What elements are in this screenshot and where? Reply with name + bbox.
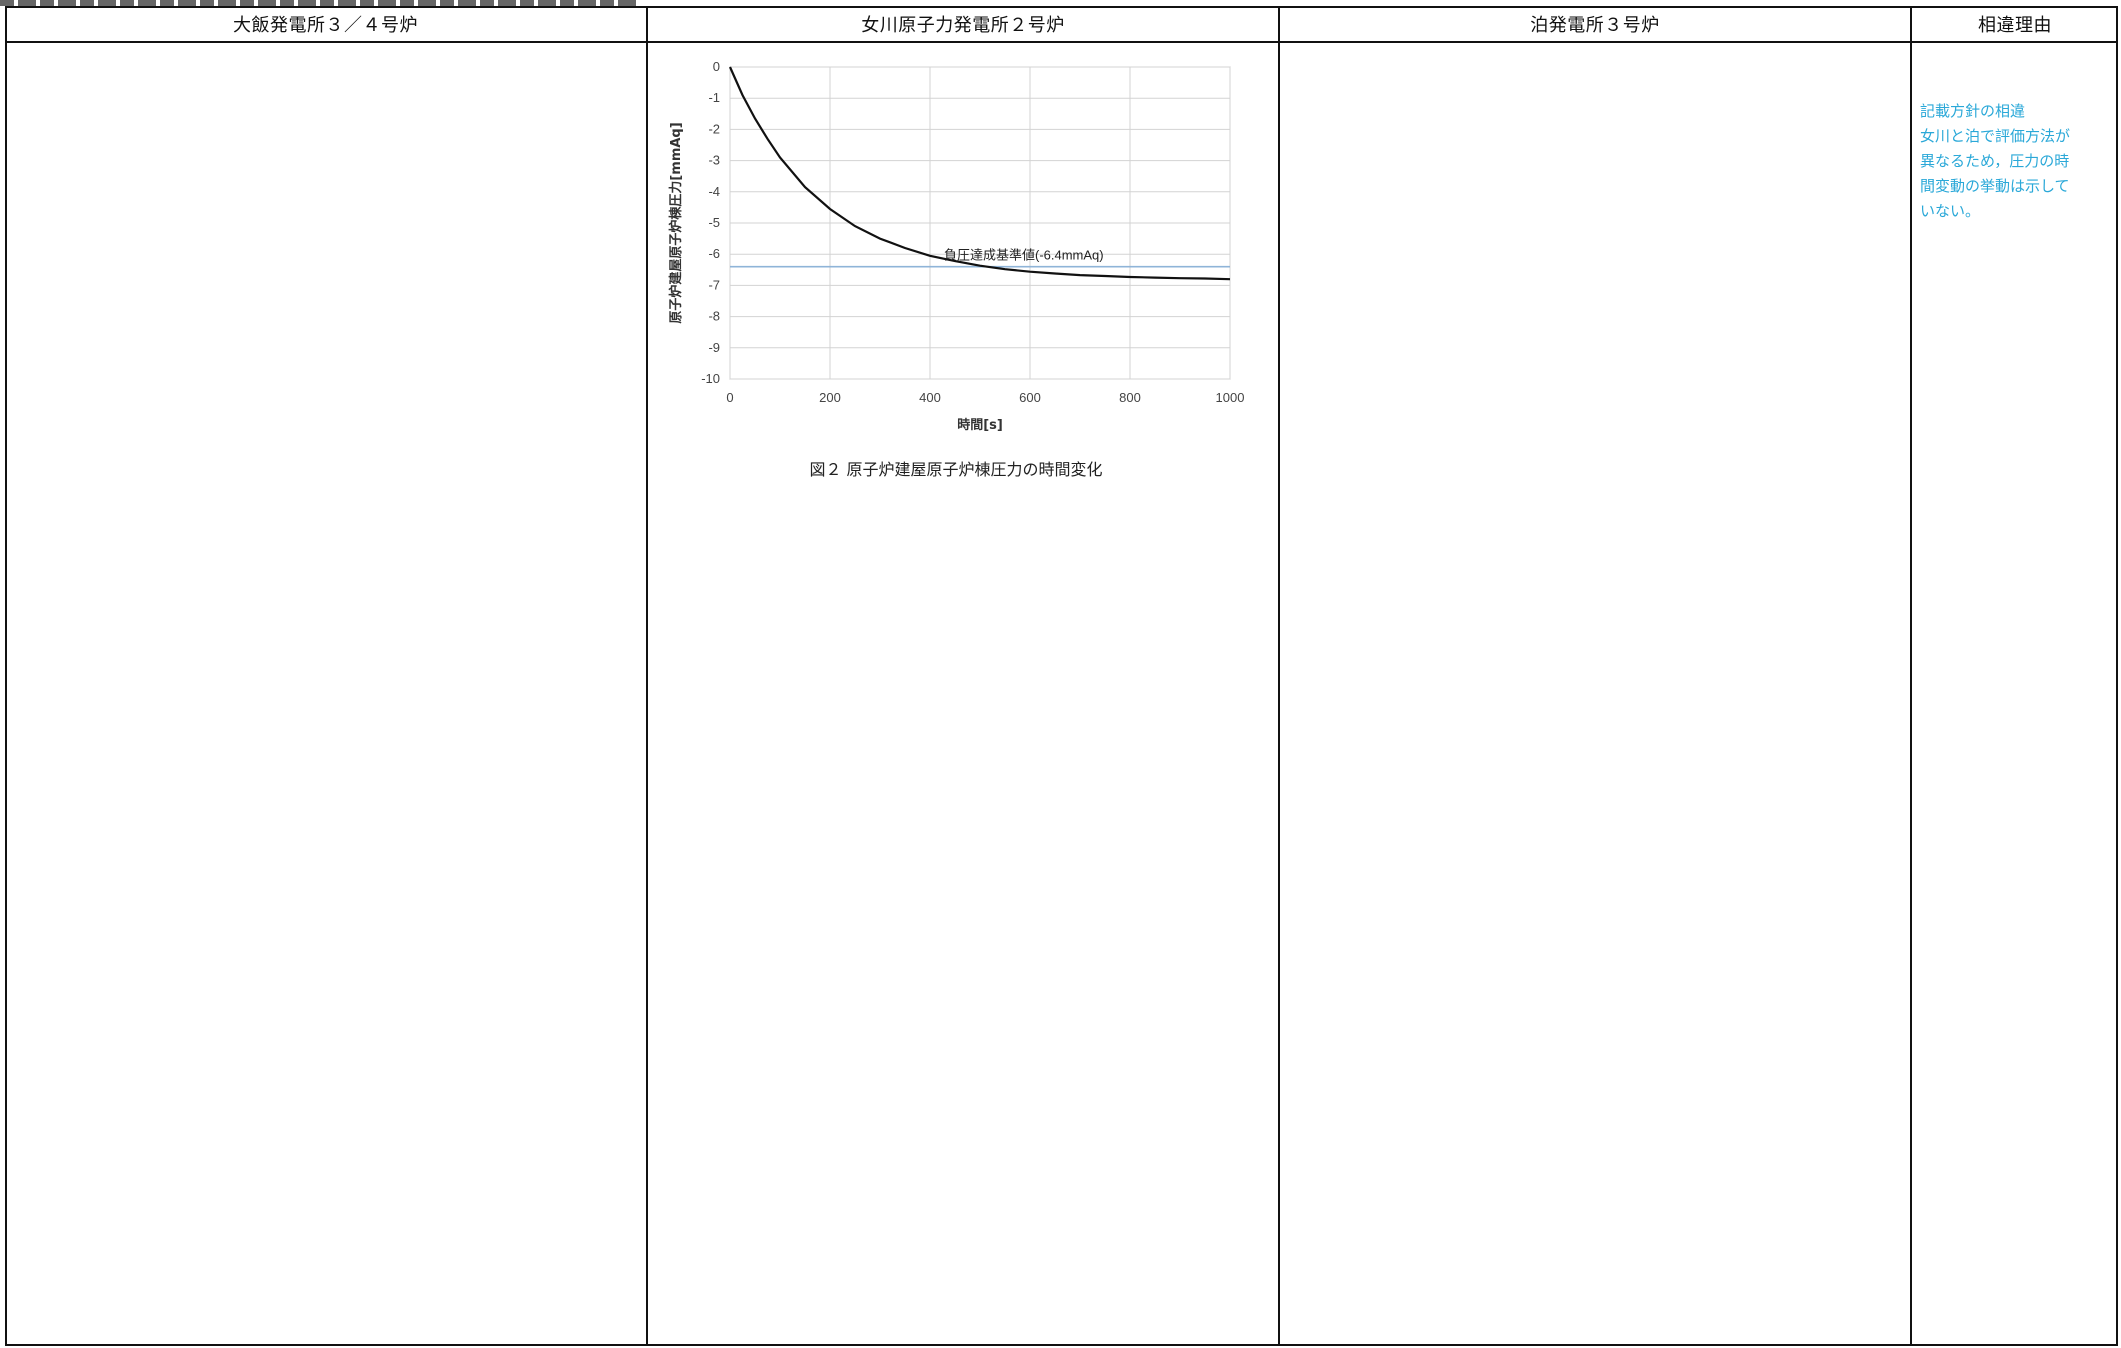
difference-reason-note: 記載方針の相違 女川と泊で評価方法が 異なるため，圧力の時 間変動の挙動は示して…	[1920, 102, 2071, 220]
header-divider	[5, 41, 2118, 43]
threshold-label: 負圧達成基準値(-6.4mmAq)	[944, 248, 1104, 263]
y-tick-label: -9	[708, 340, 720, 355]
figure-caption: 図２ 原子炉建屋原子炉棟圧力の時間変化	[809, 460, 1103, 479]
x-tick-label: 200	[819, 390, 841, 405]
comparison-table-frame	[5, 6, 2118, 1346]
y-axis-title: 原子炉建屋原子炉棟圧力[mmAq]	[668, 122, 684, 323]
column-divider-3	[1910, 6, 1912, 1346]
x-tick-label: 0	[726, 390, 733, 405]
header-onagawa: 女川原子力発電所２号炉	[861, 14, 1065, 36]
pressure-chart-svg: 0 200 400 600 800 1000 0 -1 -2 -3 -4 -5 -6 -7 -8 -9 -10 負…	[668, 59, 1245, 433]
y-tick-label: -6	[708, 246, 720, 261]
y-tick-label: 0	[713, 59, 720, 74]
series-line	[728, 66, 1231, 281]
y-tick-label: -7	[708, 277, 720, 292]
x-tick-label: 400	[919, 390, 941, 405]
x-tick-label: 600	[1019, 390, 1041, 405]
x-axis-title: 時間[s]	[957, 417, 1003, 433]
header-tomari: 泊発電所３号炉	[1530, 14, 1660, 36]
y-tick-label: -3	[708, 153, 720, 168]
header-ohi: 大飯発電所３／４号炉	[233, 14, 418, 36]
y-tick-label: -5	[708, 215, 720, 230]
y-tick-label: -4	[708, 184, 720, 199]
column-divider-1	[646, 6, 648, 1346]
x-tick-label: 1000	[1216, 390, 1245, 405]
y-tick-label: -1	[708, 90, 720, 105]
header-reason: 相違理由	[1978, 14, 2052, 36]
y-tick-label: -10	[701, 371, 720, 386]
top-strip	[0, 0, 640, 6]
column-divider-2	[1278, 6, 1280, 1346]
pressure-chart: 0 200 400 600 800 1000 0 -1 -2 -3 -4 -5 -6 -7 -8 -9 -10 負…	[662, 55, 1262, 475]
x-tick-label: 800	[1119, 390, 1141, 405]
y-tick-label: -2	[708, 121, 720, 136]
y-tick-label: -8	[708, 309, 720, 324]
